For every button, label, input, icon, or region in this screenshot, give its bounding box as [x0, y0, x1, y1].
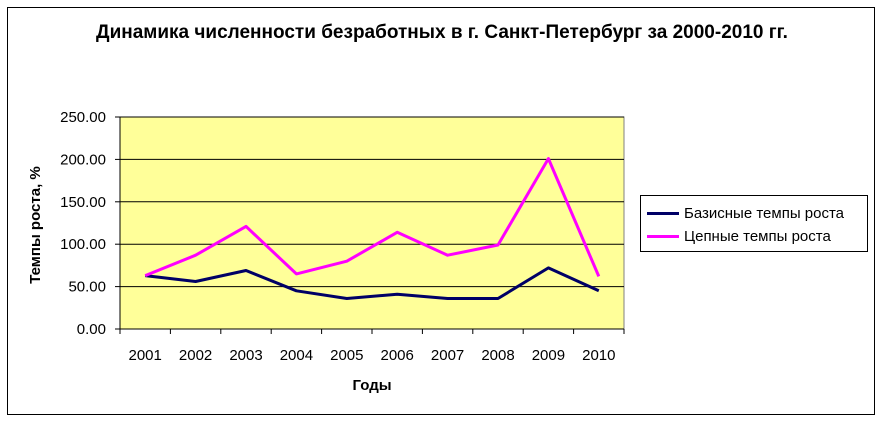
x-tick-label: 2010	[582, 347, 615, 364]
y-tick-label: 0.00	[77, 321, 106, 338]
x-tick-label: 2003	[229, 347, 262, 364]
x-axis-title: Годы	[352, 377, 391, 394]
series-line-base	[145, 266, 600, 300]
x-tick-label: 2006	[381, 347, 414, 364]
x-tick-label: 2001	[129, 347, 162, 364]
legend-label: Цепные темпы роста	[684, 227, 831, 245]
x-tick-label: 2009	[532, 347, 565, 364]
x-tick-label: 2004	[280, 347, 313, 364]
legend: Базисные темпы роста Цепные темпы роста	[640, 195, 868, 252]
legend-swatch	[647, 234, 679, 238]
x-tick-label: 2008	[481, 347, 514, 364]
y-tick-labels: 0.00 50.00 100.00 150.00 200.00 250.00	[60, 109, 106, 338]
legend-item-base: Базисные темпы роста	[647, 203, 844, 223]
legend-swatch	[647, 211, 679, 215]
y-tick-label: 50.00	[68, 279, 106, 296]
x-tick-label: 2005	[330, 347, 363, 364]
y-tick-label: 250.00	[60, 109, 106, 126]
y-tick-label: 150.00	[60, 194, 106, 211]
chart-title: Динамика численности безработных в г. Са…	[96, 22, 788, 43]
y-axis-title: Темпы роста, %	[27, 166, 44, 284]
x-tick-label: 2002	[179, 347, 212, 364]
x-tick-labels: 2001 2002 2003 2004 2005 2006 2007 2008 2009 2010	[129, 347, 616, 364]
series-lines	[144, 157, 601, 300]
legend-item-chain: Цепные темпы роста	[647, 226, 831, 246]
legend-label: Базисные темпы роста	[684, 204, 845, 222]
series-line-chain	[144, 157, 601, 277]
y-tick-label: 100.00	[60, 236, 106, 253]
axes	[119, 117, 625, 334]
plot-area	[119, 116, 625, 330]
gridlines	[115, 116, 624, 330]
y-tick-label: 200.00	[60, 151, 106, 168]
x-tick-label: 2007	[431, 347, 464, 364]
